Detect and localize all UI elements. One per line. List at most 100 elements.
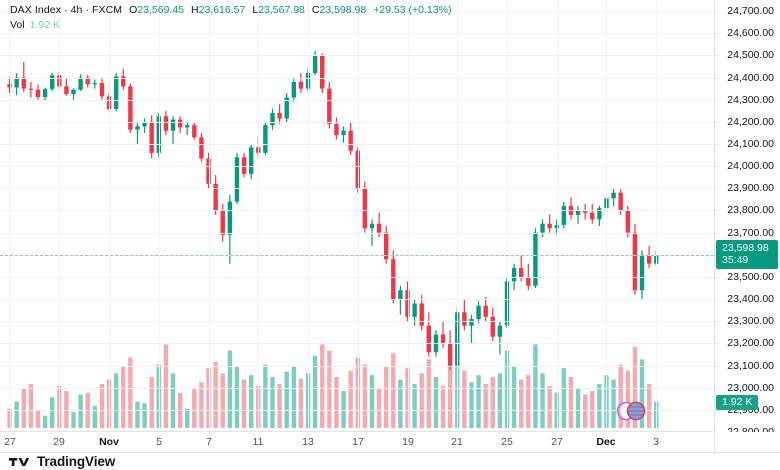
time-axis-label: 27 bbox=[4, 436, 16, 448]
volume-bar bbox=[334, 376, 339, 428]
grid-line-horizontal bbox=[0, 144, 714, 145]
price-axis-tick bbox=[714, 299, 719, 300]
candle-body bbox=[440, 334, 446, 344]
time-axis[interactable]: 27 29 Nov 5 7 11 13 17 19 21 25 27 Dec 3 bbox=[0, 432, 714, 452]
candle-body bbox=[156, 116, 161, 153]
chart-plot-area[interactable] bbox=[0, 0, 714, 432]
candle-body bbox=[7, 84, 12, 88]
candle-body bbox=[263, 125, 268, 153]
volume-bar bbox=[412, 384, 417, 428]
volume-bar bbox=[263, 364, 268, 428]
price-axis[interactable]: 23,598.98 35:49 1.92 K 24,700.00 24,600.0… bbox=[714, 0, 780, 432]
volume-bar bbox=[355, 357, 360, 428]
volume-bar bbox=[142, 403, 147, 428]
time-axis-label: 13 bbox=[302, 436, 314, 448]
grid-line-horizontal bbox=[0, 188, 714, 189]
candle-body bbox=[113, 76, 119, 109]
candle-body bbox=[540, 223, 545, 233]
candle-body bbox=[177, 119, 183, 128]
candle-body bbox=[49, 75, 55, 90]
candle-body bbox=[220, 210, 225, 235]
candle-body bbox=[14, 77, 19, 88]
grid-line-horizontal bbox=[0, 321, 714, 322]
volume-bar bbox=[561, 368, 567, 428]
candle-body bbox=[99, 83, 105, 97]
volume-bar bbox=[398, 379, 403, 428]
grid-line-vertical bbox=[59, 0, 60, 432]
volume-bar bbox=[433, 376, 439, 428]
volume-bar bbox=[199, 382, 204, 428]
volume-bar bbox=[185, 408, 190, 428]
candle-body bbox=[213, 183, 218, 211]
volume-bar bbox=[312, 355, 318, 428]
volume-bar bbox=[163, 344, 169, 428]
candle-body bbox=[21, 77, 26, 89]
candle-wick bbox=[136, 121, 139, 144]
volume-bar bbox=[646, 384, 652, 428]
volume-bar bbox=[547, 385, 552, 428]
volume-bar bbox=[121, 366, 126, 428]
volume-bar bbox=[511, 366, 517, 428]
candle-body bbox=[170, 119, 176, 131]
candle-wick bbox=[527, 263, 529, 291]
candle-body bbox=[362, 188, 368, 229]
volume-bar bbox=[540, 373, 545, 428]
volume-bar bbox=[611, 379, 616, 428]
volume-bar bbox=[362, 364, 368, 428]
volume-value-badge[interactable]: 1.92 K bbox=[716, 394, 759, 410]
grid-line-vertical bbox=[358, 0, 359, 432]
candle-body bbox=[554, 224, 559, 229]
time-axis-label: 19 bbox=[402, 436, 414, 448]
tradingview-logo-icon bbox=[9, 457, 30, 466]
candle-body bbox=[405, 290, 410, 317]
candle-body bbox=[533, 232, 538, 286]
candle-body bbox=[270, 112, 275, 126]
volume-bar bbox=[497, 373, 503, 428]
price-axis-label: 22,800.00 bbox=[727, 426, 774, 432]
candle-body bbox=[320, 55, 325, 89]
volume-bar bbox=[113, 373, 119, 428]
price-axis-tick bbox=[714, 277, 719, 278]
grid-line-horizontal bbox=[0, 100, 714, 101]
pane-bottom-divider bbox=[0, 431, 714, 432]
price-axis-label: 23,900.00 bbox=[727, 182, 774, 195]
grid-line-horizontal bbox=[0, 410, 714, 411]
volume-bar bbox=[405, 368, 410, 428]
candle-body bbox=[192, 125, 197, 138]
candle-body bbox=[376, 223, 382, 233]
candle-body bbox=[199, 137, 204, 159]
candle-body bbox=[78, 77, 83, 90]
volume-bar bbox=[277, 384, 282, 428]
volume-bar bbox=[7, 408, 12, 428]
volume-bar bbox=[327, 350, 332, 428]
current-price-value: 23,598.98 bbox=[722, 241, 769, 254]
tradingview-branding[interactable]: TradingView bbox=[9, 454, 115, 469]
candle-wick bbox=[186, 121, 188, 136]
volume-bar bbox=[298, 378, 304, 428]
candle-body bbox=[639, 254, 645, 291]
volume-bar bbox=[270, 376, 275, 428]
price-axis-label: 24,100.00 bbox=[727, 138, 774, 150]
volume-bar bbox=[241, 379, 247, 428]
volume-bar bbox=[35, 410, 41, 428]
candle-body bbox=[85, 77, 90, 85]
time-axis-label: 3 bbox=[653, 436, 659, 448]
time-axis-label: 25 bbox=[501, 436, 513, 448]
grid-line-vertical bbox=[557, 0, 558, 432]
price-axis-tick bbox=[714, 233, 719, 234]
current-price-badge[interactable]: 23,598.98 35:49 bbox=[716, 239, 778, 269]
grid-line-horizontal bbox=[0, 166, 714, 167]
candle-body bbox=[462, 312, 467, 326]
volume-bar bbox=[639, 359, 645, 428]
candle-body bbox=[476, 305, 481, 320]
grid-line-vertical bbox=[109, 0, 110, 432]
time-axis-label: 21 bbox=[451, 436, 463, 448]
price-axis-tick bbox=[714, 366, 719, 367]
price-axis-label: 23,100.00 bbox=[727, 359, 774, 372]
volume-bar bbox=[92, 406, 98, 428]
event-marker-icon[interactable] bbox=[614, 400, 648, 422]
volume-bar bbox=[213, 362, 218, 428]
time-axis-label: 7 bbox=[206, 436, 212, 448]
volume-bar bbox=[526, 375, 531, 428]
axis-corner bbox=[714, 432, 780, 452]
